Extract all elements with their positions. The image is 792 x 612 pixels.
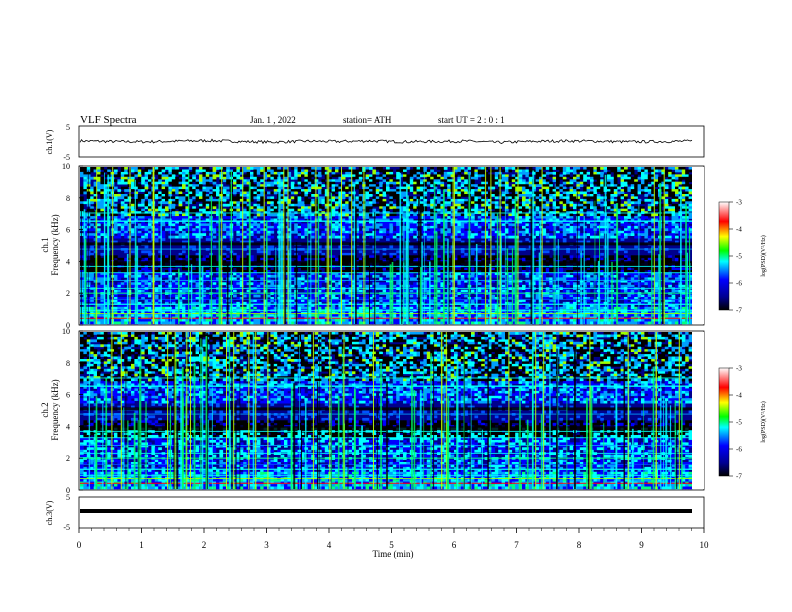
spec2-yticks-label-4: 4 [66,422,70,431]
ch1-ytick-bottom: -5 [63,153,70,162]
spec2-band-11 [80,413,692,415]
ch2-ylabel-channel: ch.2 [40,402,50,417]
spec1-yticks-label-6: 6 [66,226,70,235]
spec1-band-13 [80,220,692,222]
spec2-band-2 [80,474,692,476]
spec2-band-12 [80,407,692,411]
cbar2-ticks-label--6: -6 [736,446,742,454]
ch1-colorbar-label: log(PSD)(V²/Hz) [760,235,767,276]
ch1-spectrogram-panel: 0 2 4 6 8 10 ch.1 Frequency (kHz) [40,162,705,330]
x-tick-label-0: 0 [77,540,82,550]
ch3-waveform-line [80,509,692,513]
spec1-band-8 [80,272,692,274]
start-time-label: start UT = 2 : 0 : 1 [438,115,505,125]
cbar2-ticks-label--3: -3 [736,365,742,373]
spec2-yticks-label-10: 10 [62,327,70,336]
cbar1-ticks-label--7: -7 [736,307,742,315]
spec2-band-14 [80,377,692,379]
spec2-band-3 [80,468,692,470]
spec2-band-13 [80,385,692,387]
date-label: Jan. 1 , 2022 [250,115,296,125]
spec2-band-10 [80,426,692,431]
ch1-colorbar: -3 -4 -5 -6 -7 log(PSD)(V²/Hz) [718,199,767,315]
spec2-yticks-label-8: 8 [66,359,70,368]
ch2-spectrogram-image [80,332,704,490]
x-tick-label-2: 2 [202,540,207,550]
ch2-colorbar: -3 -4 -5 -6 -7 log(PSD)(V²/Hz) [718,365,767,481]
cbar2-ticks-label--4: -4 [736,392,742,400]
spec2-band-6 [80,452,692,454]
ch1-spectrogram-image [80,167,704,325]
station-label: station= ATH [343,115,392,125]
spec1-band-6 [80,287,692,289]
ch1-waveform-line [79,138,693,145]
x-tick-label-9: 9 [639,540,644,550]
spec2-yticks-label-6: 6 [66,391,70,400]
ch1-ytick-top: 5 [66,123,70,132]
x-tick-label-5: 5 [389,540,394,550]
spec1-yticks-label-0: 0 [66,321,70,330]
spec2-band-1 [80,478,692,479]
spec1-band-4 [80,298,692,300]
spec2-band-0 [80,482,692,484]
spec1-band-0 [80,317,692,319]
x-tick-label-6: 6 [452,540,457,550]
x-axis: 0 1 2 3 4 5 6 7 8 9 10 [77,528,709,550]
ch1-ylabel-frequency: Frequency (kHz) [50,214,60,275]
spec2-yticks-label-2: 2 [66,454,70,463]
x-tick-label-1: 1 [139,540,144,550]
x-axis-label: Time (min) [373,549,414,559]
spec2-band-4 [80,463,692,465]
ch3-waveform-panel: 5 -5 ch.3(V) [45,493,705,532]
spec1-band-3 [80,303,692,305]
spec1-yticks-label-10: 10 [62,162,70,171]
spec2-band-7 [80,445,692,446]
spec1-band-2 [80,309,692,311]
ch2-colorbar-label: log(PSD)(V²/Hz) [760,401,767,442]
x-tick-label-4: 4 [327,540,332,550]
cbar1-ticks-label--5: -5 [736,253,742,261]
x-tick-label-8: 8 [577,540,582,550]
spec1-yticks-label-2: 2 [66,289,70,298]
spec1-band-9 [80,265,692,267]
spec2-band-9 [80,430,692,432]
ch1-waveform-panel: 5 -5 ch.1(V) [45,123,705,162]
spec1-band-14 [80,212,692,214]
cbar2-ticks-label--5: -5 [736,419,742,427]
spec1-yticks-label-8: 8 [66,194,70,203]
ch1-ylabel-channel: ch.1 [40,237,50,252]
x-tick-label-7: 7 [514,540,519,550]
ch3-ylabel: ch.3(V) [45,500,54,525]
x-tick-label-10: 10 [700,540,710,550]
cbar2-ticks-label--7: -7 [736,473,742,481]
spec2-band-8 [80,437,692,439]
spec1-band-11 [80,248,692,250]
spec2-yticks-label-0: 0 [66,486,70,495]
spec1-band-5 [80,292,692,294]
spec1-band-7 [80,280,692,281]
ch3-ytick-top: 5 [66,493,70,502]
cbar1-ticks-label--4: -4 [736,226,742,234]
x-tick-label-3: 3 [264,540,269,550]
spec1-band-1 [80,313,692,314]
ch2-spectrogram-panel: 0 2 4 6 8 10 ch.2 Frequency (kHz) [40,327,705,495]
figure-title: VLF Spectra [80,114,137,126]
spec1-band-12 [80,242,692,246]
cbar1-ticks-label--6: -6 [736,280,742,288]
ch1-ylabel: ch.1(V) [45,129,54,154]
spec1-band-10 [80,261,692,266]
ch2-ylabel-frequency: Frequency (kHz) [50,379,60,440]
ch3-ytick-bottom: -5 [63,523,70,532]
spec1-yticks-label-4: 4 [66,257,70,266]
spec2-band-5 [80,457,692,459]
cbar1-ticks-label--3: -3 [736,199,742,207]
